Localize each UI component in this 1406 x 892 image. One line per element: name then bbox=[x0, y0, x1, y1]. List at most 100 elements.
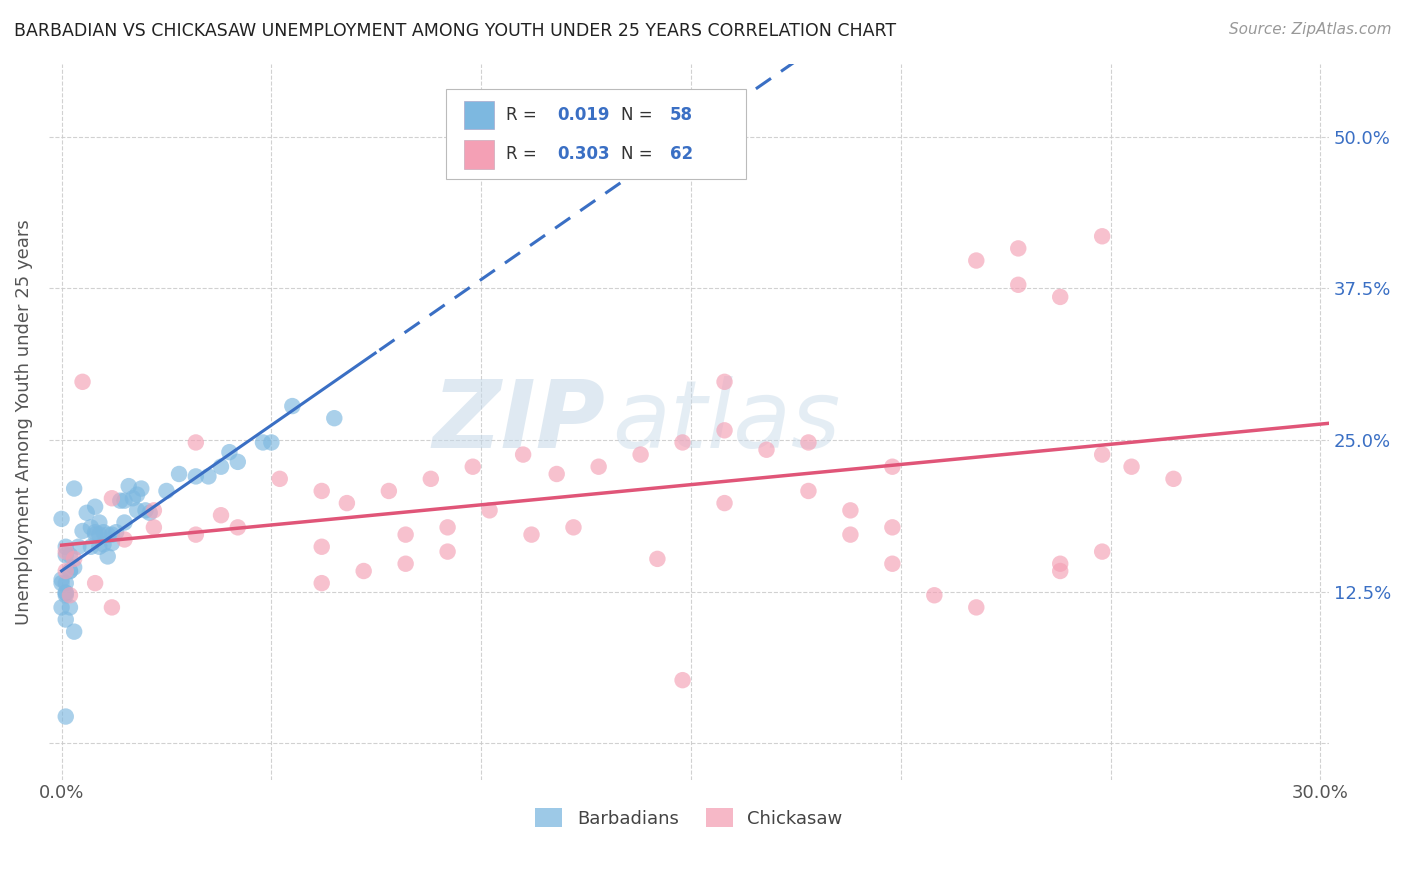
Point bbox=[134, 503, 156, 517]
Point bbox=[63, 552, 86, 566]
Point bbox=[72, 524, 94, 538]
Point bbox=[63, 560, 86, 574]
Point bbox=[218, 445, 240, 459]
Point bbox=[395, 527, 418, 541]
Point bbox=[713, 375, 735, 389]
Point bbox=[55, 544, 77, 558]
Point bbox=[378, 483, 401, 498]
Point bbox=[1007, 241, 1029, 255]
Point bbox=[419, 472, 441, 486]
Text: 0.303: 0.303 bbox=[557, 145, 610, 163]
Point bbox=[114, 516, 136, 530]
Point bbox=[51, 573, 73, 587]
Point bbox=[55, 586, 77, 600]
Point bbox=[353, 564, 375, 578]
Point bbox=[882, 557, 904, 571]
Point bbox=[55, 540, 77, 554]
Text: 62: 62 bbox=[669, 145, 693, 163]
Point bbox=[797, 435, 820, 450]
Point bbox=[226, 520, 249, 534]
Point bbox=[101, 527, 124, 541]
Y-axis label: Unemployment Among Youth under 25 years: Unemployment Among Youth under 25 years bbox=[15, 219, 32, 624]
Point bbox=[1049, 564, 1071, 578]
Point bbox=[336, 496, 359, 510]
Text: 58: 58 bbox=[669, 106, 693, 124]
Point bbox=[55, 586, 77, 600]
Point bbox=[311, 540, 333, 554]
Point bbox=[110, 493, 132, 508]
Point bbox=[80, 540, 103, 554]
Point bbox=[55, 548, 77, 562]
Point bbox=[512, 448, 534, 462]
Point bbox=[882, 459, 904, 474]
Text: R =: R = bbox=[506, 106, 541, 124]
Point bbox=[59, 564, 82, 578]
Point bbox=[184, 527, 207, 541]
Text: atlas: atlas bbox=[612, 376, 841, 467]
Point bbox=[67, 540, 90, 554]
Point bbox=[101, 600, 124, 615]
Point bbox=[101, 536, 124, 550]
Point bbox=[562, 520, 585, 534]
Point bbox=[924, 588, 946, 602]
Point bbox=[59, 600, 82, 615]
Point bbox=[55, 564, 77, 578]
Point bbox=[80, 520, 103, 534]
Point bbox=[839, 527, 862, 541]
Point bbox=[281, 399, 304, 413]
Point bbox=[1049, 290, 1071, 304]
Point bbox=[209, 508, 232, 523]
Point bbox=[97, 549, 120, 564]
Point bbox=[59, 588, 82, 602]
Point bbox=[59, 548, 82, 562]
FancyBboxPatch shape bbox=[464, 140, 495, 169]
Text: Source: ZipAtlas.com: Source: ZipAtlas.com bbox=[1229, 22, 1392, 37]
Point bbox=[395, 557, 418, 571]
FancyBboxPatch shape bbox=[464, 101, 495, 129]
Point bbox=[546, 467, 568, 481]
Point bbox=[630, 448, 652, 462]
Point bbox=[59, 564, 82, 578]
Point bbox=[436, 544, 458, 558]
Text: R =: R = bbox=[506, 145, 541, 163]
Point bbox=[129, 482, 152, 496]
Point bbox=[461, 459, 484, 474]
Text: 0.019: 0.019 bbox=[557, 106, 610, 124]
Point bbox=[84, 500, 107, 514]
Point bbox=[755, 442, 778, 457]
Point bbox=[127, 487, 149, 501]
Point bbox=[1049, 557, 1071, 571]
Point bbox=[671, 435, 693, 450]
Point bbox=[89, 540, 111, 554]
Point bbox=[1091, 229, 1114, 244]
Point bbox=[713, 496, 735, 510]
Point bbox=[323, 411, 346, 425]
Point bbox=[142, 503, 165, 517]
Text: ZIP: ZIP bbox=[433, 376, 606, 467]
Point bbox=[1163, 472, 1185, 486]
Text: N =: N = bbox=[621, 145, 658, 163]
Point bbox=[122, 491, 145, 506]
Point bbox=[101, 491, 124, 506]
Point bbox=[1121, 459, 1143, 474]
Point bbox=[588, 459, 610, 474]
Point bbox=[93, 537, 115, 551]
Point bbox=[51, 512, 73, 526]
Point bbox=[72, 375, 94, 389]
Point bbox=[114, 493, 136, 508]
Point bbox=[93, 525, 115, 540]
Point bbox=[97, 527, 120, 541]
Point bbox=[127, 503, 149, 517]
Point bbox=[63, 624, 86, 639]
Point bbox=[55, 576, 77, 591]
Point bbox=[311, 576, 333, 591]
FancyBboxPatch shape bbox=[446, 89, 747, 178]
Legend: Barbadians, Chickasaw: Barbadians, Chickasaw bbox=[529, 801, 849, 835]
Point bbox=[84, 527, 107, 541]
Point bbox=[89, 527, 111, 541]
Point bbox=[671, 673, 693, 688]
Point bbox=[155, 483, 177, 498]
Point bbox=[89, 516, 111, 530]
Point bbox=[76, 506, 98, 520]
Point bbox=[51, 576, 73, 591]
